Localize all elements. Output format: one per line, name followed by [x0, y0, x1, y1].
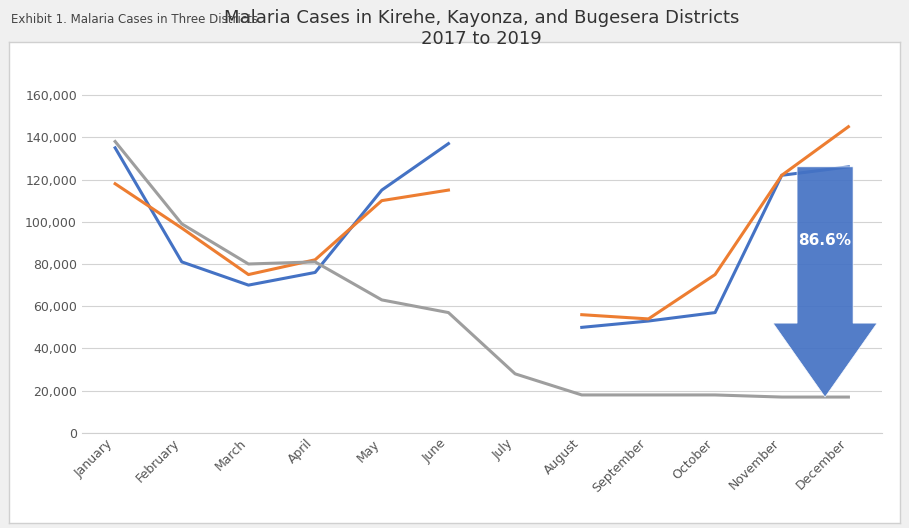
- 2018: [176, 225, 187, 231]
- 2019: [376, 297, 387, 303]
- 2017: [643, 318, 654, 324]
- 2019: [110, 138, 121, 145]
- 2017: [110, 145, 121, 151]
- 2017: [710, 309, 721, 316]
- 2017: [776, 172, 787, 178]
- 2019: [243, 261, 254, 267]
- Line: 2019: 2019: [115, 142, 848, 397]
- 2019: [443, 309, 454, 316]
- 2018: [110, 181, 121, 187]
- 2017: [443, 140, 454, 147]
- 2018: [576, 312, 587, 318]
- 2017: [843, 164, 854, 170]
- 2018: [776, 172, 787, 178]
- 2017: [310, 269, 321, 276]
- 2018: [310, 257, 321, 263]
- Title: Malaria Cases in Kirehe, Kayonza, and Bugesera Districts
2017 to 2019: Malaria Cases in Kirehe, Kayonza, and Bu…: [225, 9, 739, 48]
- 2018: [243, 271, 254, 278]
- 2019: [710, 392, 721, 398]
- 2018: [710, 271, 721, 278]
- 2018: [376, 197, 387, 204]
- 2019: [843, 394, 854, 400]
- Polygon shape: [773, 167, 877, 397]
- Text: Exhibit 1. Malaria Cases in Three Districts: Exhibit 1. Malaria Cases in Three Distri…: [11, 13, 258, 26]
- 2019: [643, 392, 654, 398]
- 2019: [776, 394, 787, 400]
- 2018: [643, 316, 654, 322]
- 2017: [376, 187, 387, 193]
- Line: 2017: 2017: [115, 144, 848, 327]
- 2017: [576, 324, 587, 331]
- 2017: [176, 259, 187, 265]
- 2019: [310, 259, 321, 265]
- 2019: [576, 392, 587, 398]
- 2019: [176, 221, 187, 227]
- Text: 86.6%: 86.6%: [799, 233, 852, 248]
- Line: 2018: 2018: [115, 127, 848, 319]
- 2017: [243, 282, 254, 288]
- 2018: [843, 124, 854, 130]
- 2019: [510, 371, 521, 377]
- 2018: [443, 187, 454, 193]
